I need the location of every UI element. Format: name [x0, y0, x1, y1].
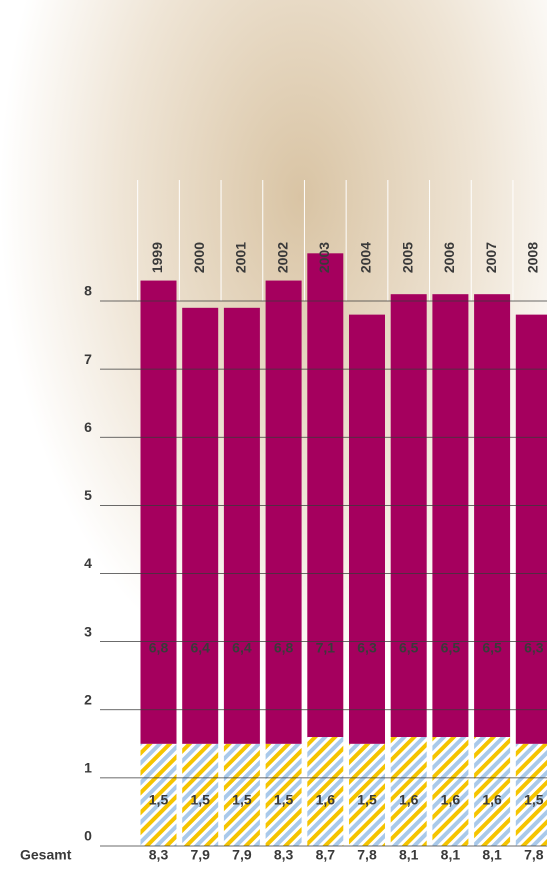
y-tick-label: 2: [84, 691, 92, 707]
value-label: 6,5: [482, 640, 502, 656]
value-label: 6,5: [441, 640, 461, 656]
bar-segment: [349, 315, 385, 744]
bar-segment: [432, 294, 468, 737]
y-tick-label: 1: [84, 760, 92, 776]
y-tick-label: 8: [84, 283, 92, 299]
value-label: 1,5: [274, 792, 294, 808]
bar-segment: [474, 294, 510, 737]
value-label: 1,5: [524, 792, 544, 808]
x-tick-label: 2005: [399, 242, 415, 273]
value-label: 1,6: [316, 792, 336, 808]
value-label: 7,1: [316, 640, 336, 656]
total-label: 8,1: [399, 847, 419, 863]
x-tick-label: 2001: [233, 242, 249, 273]
totals-label: Gesamt: [20, 847, 72, 863]
bar-segment: [307, 253, 343, 737]
x-tick-label: 2008: [525, 242, 541, 273]
y-tick-label: 0: [84, 828, 92, 844]
bar-segment: [266, 281, 302, 744]
bar-segment: [182, 308, 218, 744]
y-tick-label: 7: [84, 351, 92, 367]
value-label: 6,4: [190, 640, 210, 656]
x-tick-label: 2000: [191, 242, 207, 273]
value-label: 6,8: [149, 640, 169, 656]
value-label: 1,5: [232, 792, 252, 808]
y-tick-label: 3: [84, 623, 92, 639]
y-tick-label: 6: [84, 419, 92, 435]
x-tick-label: 1999: [149, 242, 165, 273]
value-label: 1,5: [357, 792, 377, 808]
total-label: 8,1: [482, 847, 502, 863]
bar-segment: [224, 308, 260, 744]
total-label: 8,7: [316, 847, 336, 863]
value-label: 6,3: [524, 640, 544, 656]
total-label: 7,8: [524, 847, 544, 863]
total-label: 8,1: [441, 847, 461, 863]
x-tick-label: 2007: [483, 242, 499, 273]
value-label: 6,3: [357, 640, 377, 656]
y-tick-label: 5: [84, 487, 92, 503]
value-label: 1,5: [149, 792, 169, 808]
bar-segment: [391, 294, 427, 737]
bar-segment: [516, 315, 547, 744]
y-tick-label: 4: [84, 555, 92, 571]
value-label: 6,8: [274, 640, 294, 656]
value-label: 1,6: [399, 792, 419, 808]
x-tick-label: 2004: [358, 242, 374, 273]
bar-segment: [141, 281, 177, 744]
x-tick-label: 2003: [316, 242, 332, 273]
total-label: 8,3: [149, 847, 169, 863]
value-label: 1,6: [482, 792, 502, 808]
total-label: 8,3: [274, 847, 294, 863]
value-label: 6,4: [232, 640, 252, 656]
value-label: 1,6: [441, 792, 461, 808]
total-label: 7,9: [232, 847, 252, 863]
x-tick-label: 2006: [441, 242, 457, 273]
total-label: 7,8: [357, 847, 377, 863]
chart: Gesamt 1999 1,5 6,8 8,3 2000 1,5 6,4 7,9 2001 1,5…: [0, 0, 547, 896]
value-label: 6,5: [399, 640, 419, 656]
x-tick-label: 2002: [274, 242, 290, 273]
total-label: 7,9: [190, 847, 210, 863]
value-label: 1,5: [190, 792, 210, 808]
